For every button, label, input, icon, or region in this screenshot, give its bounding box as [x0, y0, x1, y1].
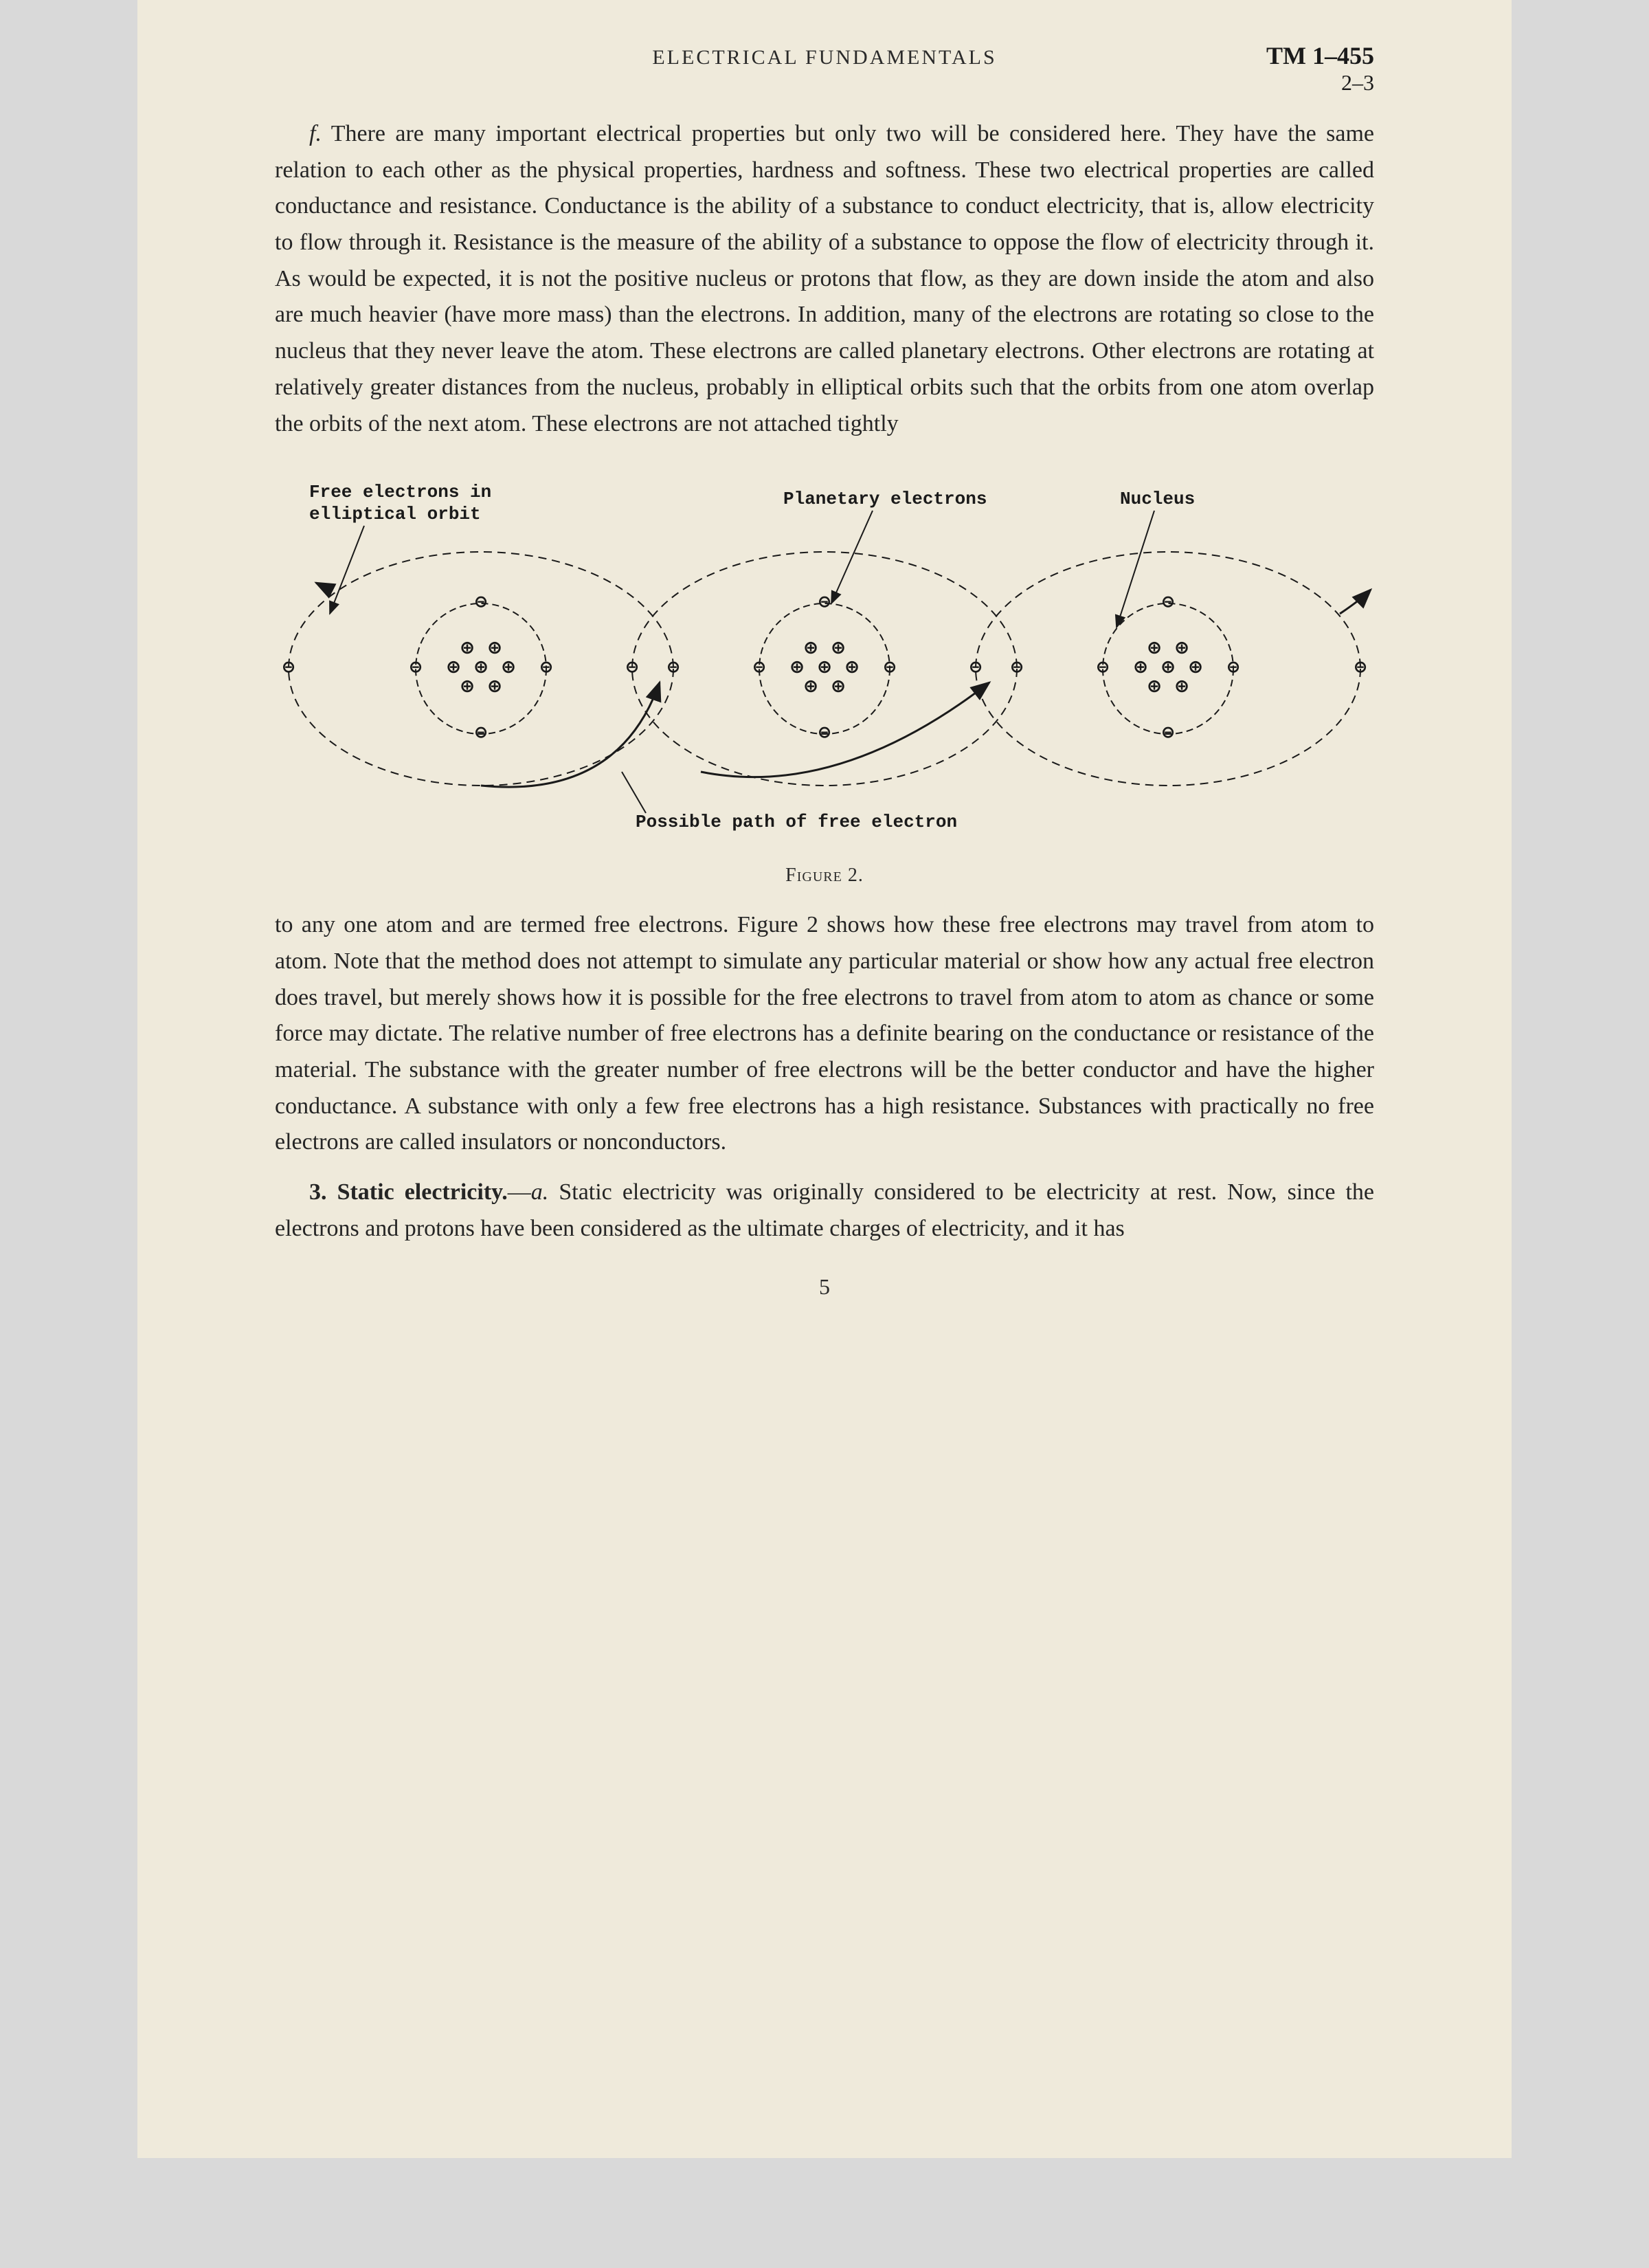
svg-text:⊕: ⊕ — [475, 657, 487, 680]
svg-text:⊕: ⊕ — [461, 676, 473, 700]
atom-3-nucleus: ⊕⊕ ⊕⊕⊕ ⊕⊕ — [1134, 638, 1202, 700]
svg-text:⊕: ⊕ — [846, 657, 858, 680]
svg-text:⊕: ⊕ — [832, 676, 844, 700]
para-3-letter: a. — [531, 1179, 549, 1205]
svg-text:⊖: ⊖ — [1163, 593, 1174, 614]
svg-text:⊕: ⊕ — [1134, 657, 1147, 680]
figure-caption: Figure 2. — [275, 865, 1374, 887]
atom-1-nucleus: ⊕⊕ ⊕⊕⊕ ⊕⊕ — [447, 638, 515, 700]
svg-text:⊖: ⊖ — [283, 658, 295, 680]
svg-text:⊖: ⊖ — [410, 658, 422, 680]
svg-text:⊖: ⊖ — [754, 658, 765, 680]
svg-text:⊕: ⊕ — [461, 638, 473, 661]
para-letter-f: f. — [309, 121, 322, 146]
svg-text:⊕: ⊕ — [489, 638, 501, 661]
svg-text:⊖: ⊖ — [1228, 658, 1239, 680]
svg-text:⊕: ⊕ — [832, 638, 844, 661]
svg-text:⊕: ⊕ — [1148, 676, 1160, 700]
label-nucleus: Nucleus — [1120, 489, 1195, 509]
svg-text:⊖: ⊖ — [884, 658, 896, 680]
paragraph-3: 3. Static electricity.—a. Static electri… — [275, 1175, 1374, 1247]
header-right: TM 1–455 2–3 — [1237, 41, 1374, 96]
svg-text:⊕: ⊕ — [791, 657, 803, 680]
atom-2-nucleus: ⊕⊕ ⊕⊕⊕ ⊕⊕ — [791, 638, 858, 700]
paragraph-continued: to any one atom and are termed free elec… — [275, 907, 1374, 1161]
label-planetary: Planetary electrons — [783, 489, 987, 509]
para-f-text: There are many important electrical prop… — [275, 121, 1374, 436]
svg-text:⊖: ⊖ — [668, 658, 680, 680]
atom-diagram: Free electrons in elliptical orbit Plane… — [275, 469, 1374, 854]
page-number: 5 — [275, 1274, 1374, 1300]
svg-text:⊕: ⊕ — [1162, 657, 1174, 680]
svg-text:⊖: ⊖ — [1355, 658, 1367, 680]
section-title: ELECTRICAL FUNDAMENTALS — [412, 46, 1237, 69]
paragraph-f: f. There are many important electrical p… — [275, 116, 1374, 442]
figure-2: Free electrons in elliptical orbit Plane… — [275, 469, 1374, 887]
svg-text:⊕: ⊕ — [489, 676, 501, 700]
svg-text:⊕: ⊕ — [1189, 657, 1202, 680]
label-free-electrons: Free electrons in — [309, 482, 491, 502]
svg-text:⊖: ⊖ — [819, 724, 831, 745]
svg-text:⊕: ⊕ — [502, 657, 515, 680]
svg-text:⊕: ⊕ — [1176, 676, 1188, 700]
svg-text:⊖: ⊖ — [475, 724, 487, 745]
svg-text:⊖: ⊖ — [1097, 658, 1109, 680]
svg-text:⊖: ⊖ — [475, 593, 487, 614]
document-page: ELECTRICAL FUNDAMENTALS TM 1–455 2–3 f. … — [137, 0, 1512, 2158]
label-path: Possible path of free electron — [636, 812, 957, 832]
svg-text:⊕: ⊕ — [818, 657, 831, 680]
svg-text:⊖: ⊖ — [541, 658, 552, 680]
page-range: 2–3 — [1237, 70, 1374, 96]
svg-text:⊖: ⊖ — [819, 593, 831, 614]
para-3-title: Static electricity. — [337, 1179, 508, 1205]
svg-text:⊖: ⊖ — [1011, 658, 1023, 680]
svg-text:⊖: ⊖ — [970, 658, 982, 680]
svg-text:⊕: ⊕ — [805, 676, 817, 700]
svg-text:⊕: ⊕ — [805, 638, 817, 661]
svg-text:⊕: ⊕ — [1176, 638, 1188, 661]
label-free-electrons-2: elliptical orbit — [309, 504, 481, 524]
para-3-num: 3. — [309, 1179, 327, 1205]
svg-text:⊕: ⊕ — [1148, 638, 1160, 661]
svg-text:⊖: ⊖ — [1163, 724, 1174, 745]
svg-text:⊕: ⊕ — [447, 657, 460, 680]
svg-text:⊖: ⊖ — [627, 658, 638, 680]
page-header: ELECTRICAL FUNDAMENTALS TM 1–455 2–3 — [275, 41, 1374, 96]
tm-number: TM 1–455 — [1237, 41, 1374, 70]
